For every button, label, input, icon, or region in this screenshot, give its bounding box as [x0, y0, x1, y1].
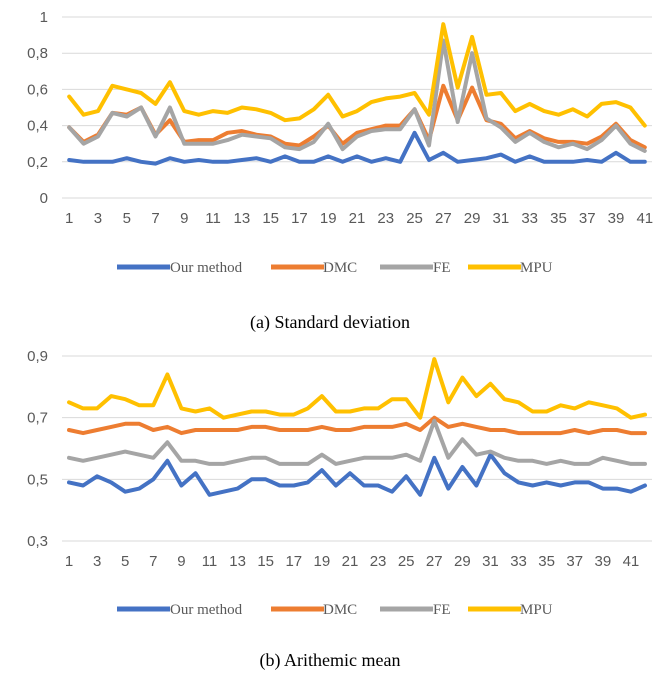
legend-label: MPU	[520, 602, 553, 618]
chart-a-x-ticks: 1 3 5 7 9 11 13 15 17 19 21 23 25 27 29 31 33 35 37 39 41	[65, 210, 653, 227]
y-tick-label: 0,7	[27, 410, 48, 427]
x-tick-label: 39	[608, 210, 625, 227]
x-tick-label: 27	[426, 553, 443, 570]
x-tick-label: 5	[121, 553, 129, 570]
x-tick-label: 23	[370, 553, 387, 570]
chart-a-legend: Our method DMC FE MPU	[117, 260, 553, 276]
x-tick-label: 13	[229, 553, 246, 570]
x-tick-label: 41	[623, 553, 640, 570]
x-tick-label: 15	[257, 553, 274, 570]
x-tick-label: 7	[151, 210, 159, 227]
x-tick-label: 29	[454, 553, 471, 570]
x-tick-label: 1	[65, 210, 73, 227]
x-tick-label: 13	[234, 210, 251, 227]
x-tick-label: 17	[285, 553, 302, 570]
x-tick-label: 3	[93, 553, 101, 570]
y-tick-label: 0,2	[27, 154, 48, 171]
y-tick-label: 0,8	[27, 45, 48, 62]
legend-label: FE	[433, 260, 451, 276]
x-tick-label: 11	[202, 553, 218, 570]
x-tick-label: 23	[377, 210, 394, 227]
x-tick-label: 39	[594, 553, 611, 570]
x-tick-label: 19	[320, 210, 337, 227]
x-tick-label: 5	[123, 210, 131, 227]
x-tick-label: 25	[406, 210, 423, 227]
y-tick-label: 0,5	[27, 471, 48, 488]
chart-a-grid	[62, 16, 652, 199]
x-tick-label: 35	[550, 210, 567, 227]
x-tick-label: 7	[149, 553, 157, 570]
x-tick-label: 21	[349, 210, 366, 227]
x-tick-label: 15	[262, 210, 279, 227]
series-line-dmc	[67, 83, 647, 150]
x-tick-label: 31	[493, 210, 510, 227]
chart-b-series	[67, 357, 647, 497]
legend-label: Our method	[170, 260, 243, 276]
y-tick-label: 0,6	[27, 81, 48, 98]
y-tick-label: 1	[40, 9, 48, 26]
chart-b-legend: Our method DMC FE MPU	[117, 602, 553, 618]
x-tick-label: 9	[180, 210, 188, 227]
x-tick-label: 35	[538, 553, 555, 570]
x-tick-label: 33	[510, 553, 527, 570]
chart-a-caption: (a) Standard deviation	[250, 312, 410, 333]
legend-label: DMC	[323, 602, 357, 618]
chart-b-grid	[62, 355, 652, 542]
x-tick-label: 21	[342, 553, 359, 570]
y-tick-label: 0,3	[27, 533, 48, 550]
x-tick-label: 37	[566, 553, 583, 570]
x-tick-label: 37	[579, 210, 596, 227]
x-tick-label: 1	[65, 553, 73, 570]
x-tick-label: 41	[636, 210, 653, 227]
x-tick-label: 29	[464, 210, 481, 227]
y-tick-label: 0,4	[27, 118, 48, 135]
series-line-our-method	[67, 130, 647, 166]
x-tick-label: 17	[291, 210, 308, 227]
chart-b-y-ticks: 0,3 0,5 0,7 0,9	[27, 348, 48, 550]
series-line-mpu	[67, 357, 647, 420]
series-line-mpu	[67, 22, 647, 128]
x-tick-label: 19	[314, 553, 331, 570]
legend-label: DMC	[323, 260, 357, 276]
chart-b-caption: (b) Arithemic mean	[260, 650, 401, 671]
series-line-fe	[67, 38, 647, 153]
x-tick-label: 11	[205, 210, 221, 227]
x-tick-label: 9	[177, 553, 185, 570]
series-line-fe	[67, 418, 647, 466]
x-tick-label: 31	[482, 553, 499, 570]
x-tick-label: 33	[521, 210, 538, 227]
chart-a: 00,20,40,60,81 1 3 5 7 9 11 13 15 17 19 21 23 25 27 29…	[27, 9, 653, 333]
series-line-our-method	[67, 452, 647, 497]
chart-a-y-ticks: 0 0,2 0,4 0,6 0,8 1	[27, 9, 48, 207]
x-tick-label: 27	[435, 210, 452, 227]
y-tick-label: 0,9	[27, 348, 48, 365]
series-line-dmc	[67, 415, 647, 436]
x-tick-label: 25	[398, 553, 415, 570]
chart-a-series	[67, 22, 647, 166]
legend-label: MPU	[520, 260, 553, 276]
chart-b-x-ticks: 1 3 5 7 9 11 13 15 17 19 21 23 25 27 29 31 33 35 37 39 41	[65, 553, 639, 570]
legend-label: FE	[433, 602, 451, 618]
x-tick-label: 3	[94, 210, 102, 227]
legend-label: Our method	[170, 602, 243, 618]
chart-b: 0,30,50,70,9 1 3 5 7 9 11 13 15 17 19 21 23 25 27 29 31…	[27, 348, 652, 671]
y-tick-label: 0	[40, 190, 48, 207]
